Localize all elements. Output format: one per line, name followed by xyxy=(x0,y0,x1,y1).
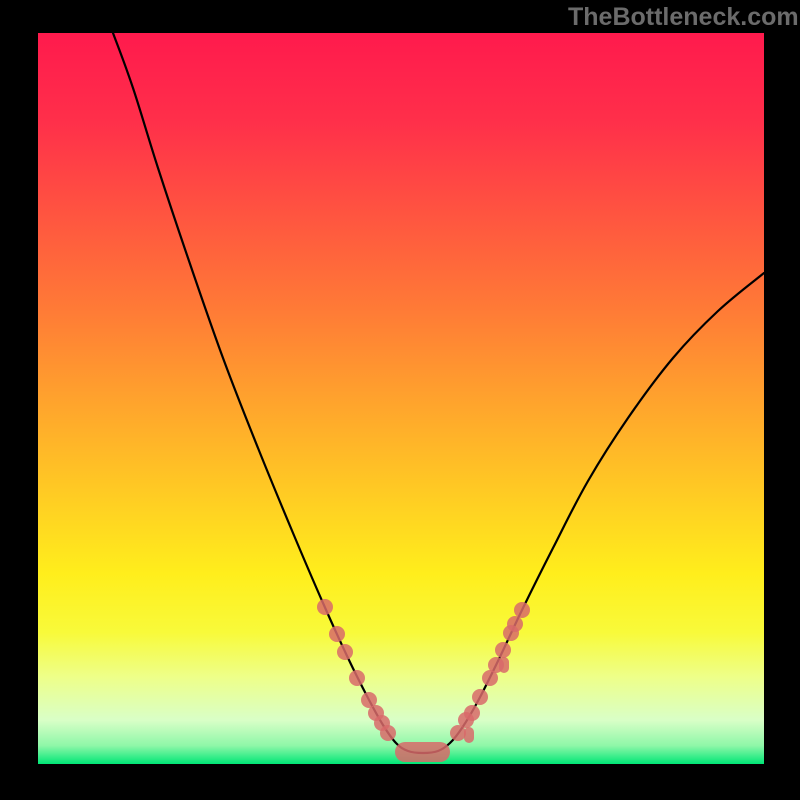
marker-dot xyxy=(337,644,353,660)
stage: TheBottleneck.com xyxy=(0,0,800,800)
gradient-bg xyxy=(38,33,764,764)
plot-svg xyxy=(38,33,764,764)
plot-area xyxy=(38,33,764,764)
marker-dot xyxy=(507,616,523,632)
marker-dot xyxy=(472,689,488,705)
marker-dot xyxy=(495,642,511,658)
marker-dot xyxy=(329,626,345,642)
marker-dot xyxy=(317,599,333,615)
marker-dot xyxy=(464,705,480,721)
marker-dot xyxy=(349,670,365,686)
marker-capsule xyxy=(395,742,450,762)
marker-dot xyxy=(488,657,504,673)
marker-dot xyxy=(514,602,530,618)
marker-dot xyxy=(380,725,396,741)
watermark-text: TheBottleneck.com xyxy=(568,3,799,32)
